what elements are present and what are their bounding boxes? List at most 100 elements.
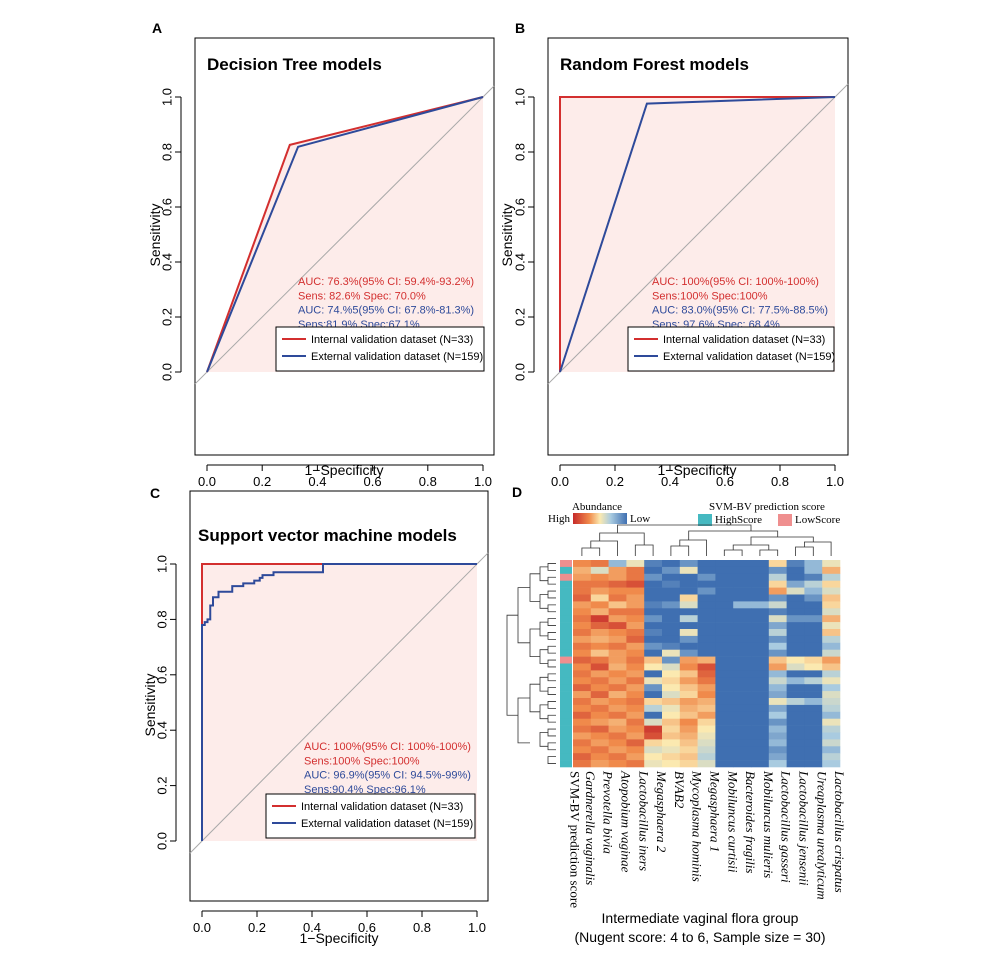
plot-frame xyxy=(189,490,489,902)
auc-annotation: AUC: 74.%5(95% CI: 67.8%-81.3%) xyxy=(298,305,474,317)
heatmap-cell xyxy=(626,704,645,713)
heatmap-cell xyxy=(662,560,681,568)
row-dendrogram xyxy=(547,687,556,695)
panel-b: 0.0 0.0 0.2 0.2 0.4 0.4 0.6 0.6 0.8 0.8 1.0 1.0 1−Sp… xyxy=(499,20,849,489)
row-dendrogram xyxy=(529,683,540,713)
heatmap-cell xyxy=(608,677,627,685)
legend-box xyxy=(265,793,476,839)
heatmap-cell xyxy=(626,580,645,588)
y-tick-label: 0.4 xyxy=(159,253,174,271)
heatmap-cell xyxy=(679,566,698,575)
heatmap-cell xyxy=(608,760,627,768)
heatmap-cell xyxy=(804,635,823,644)
heatmap-cell xyxy=(768,704,787,713)
heatmap-cell xyxy=(715,642,734,650)
heatmap-cell xyxy=(751,615,770,623)
heatmap-cell xyxy=(786,580,805,588)
heatmap-cell xyxy=(822,684,841,692)
heatmap-cell xyxy=(804,594,823,602)
heatmap-cell xyxy=(804,656,823,664)
heatmap-cell xyxy=(590,635,609,644)
heatmap-cell xyxy=(662,587,681,595)
heatmap-cell xyxy=(644,663,663,671)
heatmap-cell xyxy=(786,594,805,602)
heatmap-cell xyxy=(822,746,841,754)
heatmap-cell xyxy=(751,635,770,644)
heatmap-cell xyxy=(768,753,787,761)
heatmap-cell xyxy=(644,760,663,768)
heatmap-cell xyxy=(751,573,770,581)
heatmap-cell xyxy=(662,573,681,581)
heatmap-cell xyxy=(644,704,663,713)
heatmap-cell xyxy=(573,753,592,761)
heatmap-cell xyxy=(679,698,698,706)
heatmap-cell xyxy=(715,698,734,706)
x-tick-label: 1.0 xyxy=(468,920,486,935)
heatmap-cell xyxy=(715,601,734,609)
heatmap-cell xyxy=(608,711,627,719)
heatmap-cell xyxy=(662,711,681,719)
heatmap-cell xyxy=(715,615,734,623)
heatmap-cell xyxy=(679,594,698,602)
heatmap-cell xyxy=(626,739,645,747)
heatmap-cell xyxy=(822,760,841,768)
heatmap-cell xyxy=(733,601,752,609)
legend-label: Internal validation dataset (N=33) xyxy=(311,334,473,346)
heatmap-cell xyxy=(679,560,698,568)
heatmap-cell xyxy=(573,670,592,678)
heatmap-cell xyxy=(662,753,681,761)
heatmap-cell xyxy=(644,649,663,657)
heatmap-cell xyxy=(804,601,823,609)
heatmap-cell xyxy=(786,760,805,768)
heatmap-cell xyxy=(590,732,609,740)
heatmap-cell xyxy=(751,560,770,568)
heatmap-cell xyxy=(733,580,752,588)
heatmap-cell xyxy=(626,670,645,678)
heatmap-x-sublabel: (Nugent score: 4 to 6, Sample size = 30) xyxy=(575,929,826,945)
heatmap-cell xyxy=(573,560,592,568)
heatmap-cell xyxy=(751,760,770,768)
heatmap-cell xyxy=(786,663,805,671)
auc-annotation: Sens: 82.6% Spec: 70.0% xyxy=(298,290,426,302)
external-roc-curve xyxy=(201,563,477,841)
heatmap-cell xyxy=(715,677,734,685)
heatmap-cell xyxy=(590,753,609,761)
heatmap-cell xyxy=(590,684,609,692)
heatmap-cell xyxy=(573,587,592,595)
heatmap-cell xyxy=(804,663,823,671)
heatmap-cell xyxy=(573,739,592,747)
heatmap-cell xyxy=(590,704,609,713)
heatmap-cell xyxy=(768,663,787,671)
heatmap-cell xyxy=(573,594,592,602)
heatmap-cell xyxy=(679,663,698,671)
heatmap-cell xyxy=(733,594,752,602)
column-dendrogram xyxy=(599,532,645,545)
heatmap-cell xyxy=(822,691,841,699)
x-tick-label: 0.8 xyxy=(413,920,431,935)
heatmap-cell xyxy=(715,732,734,740)
heatmap-cell xyxy=(662,622,681,630)
heatmap-cell xyxy=(804,711,823,719)
heatmap-cell xyxy=(573,663,592,671)
external-roc-curve xyxy=(559,96,836,373)
heatmap-cell xyxy=(697,622,716,630)
heatmap-cell xyxy=(608,718,627,726)
heatmap-cell xyxy=(822,580,841,588)
heatmap-cell xyxy=(715,580,734,588)
heatmap-cell xyxy=(751,732,770,740)
heatmap-cell xyxy=(715,594,734,602)
row-dendrogram xyxy=(539,594,548,609)
heatmap-cell xyxy=(715,725,734,733)
heatmap-cell xyxy=(608,566,627,575)
column-label: Ureaplasma urealyticum xyxy=(814,771,829,900)
score-cell xyxy=(560,573,572,581)
heatmap-cell xyxy=(697,670,716,678)
heatmap-cell xyxy=(590,670,609,678)
heatmap-cell xyxy=(822,753,841,761)
heatmap-cell xyxy=(804,580,823,588)
internal-roc-curve xyxy=(559,96,835,372)
heatmap-cell xyxy=(608,684,627,692)
heatmap-cell xyxy=(822,704,841,713)
internal-roc-curve xyxy=(206,96,484,373)
heatmap-cell xyxy=(715,753,734,761)
